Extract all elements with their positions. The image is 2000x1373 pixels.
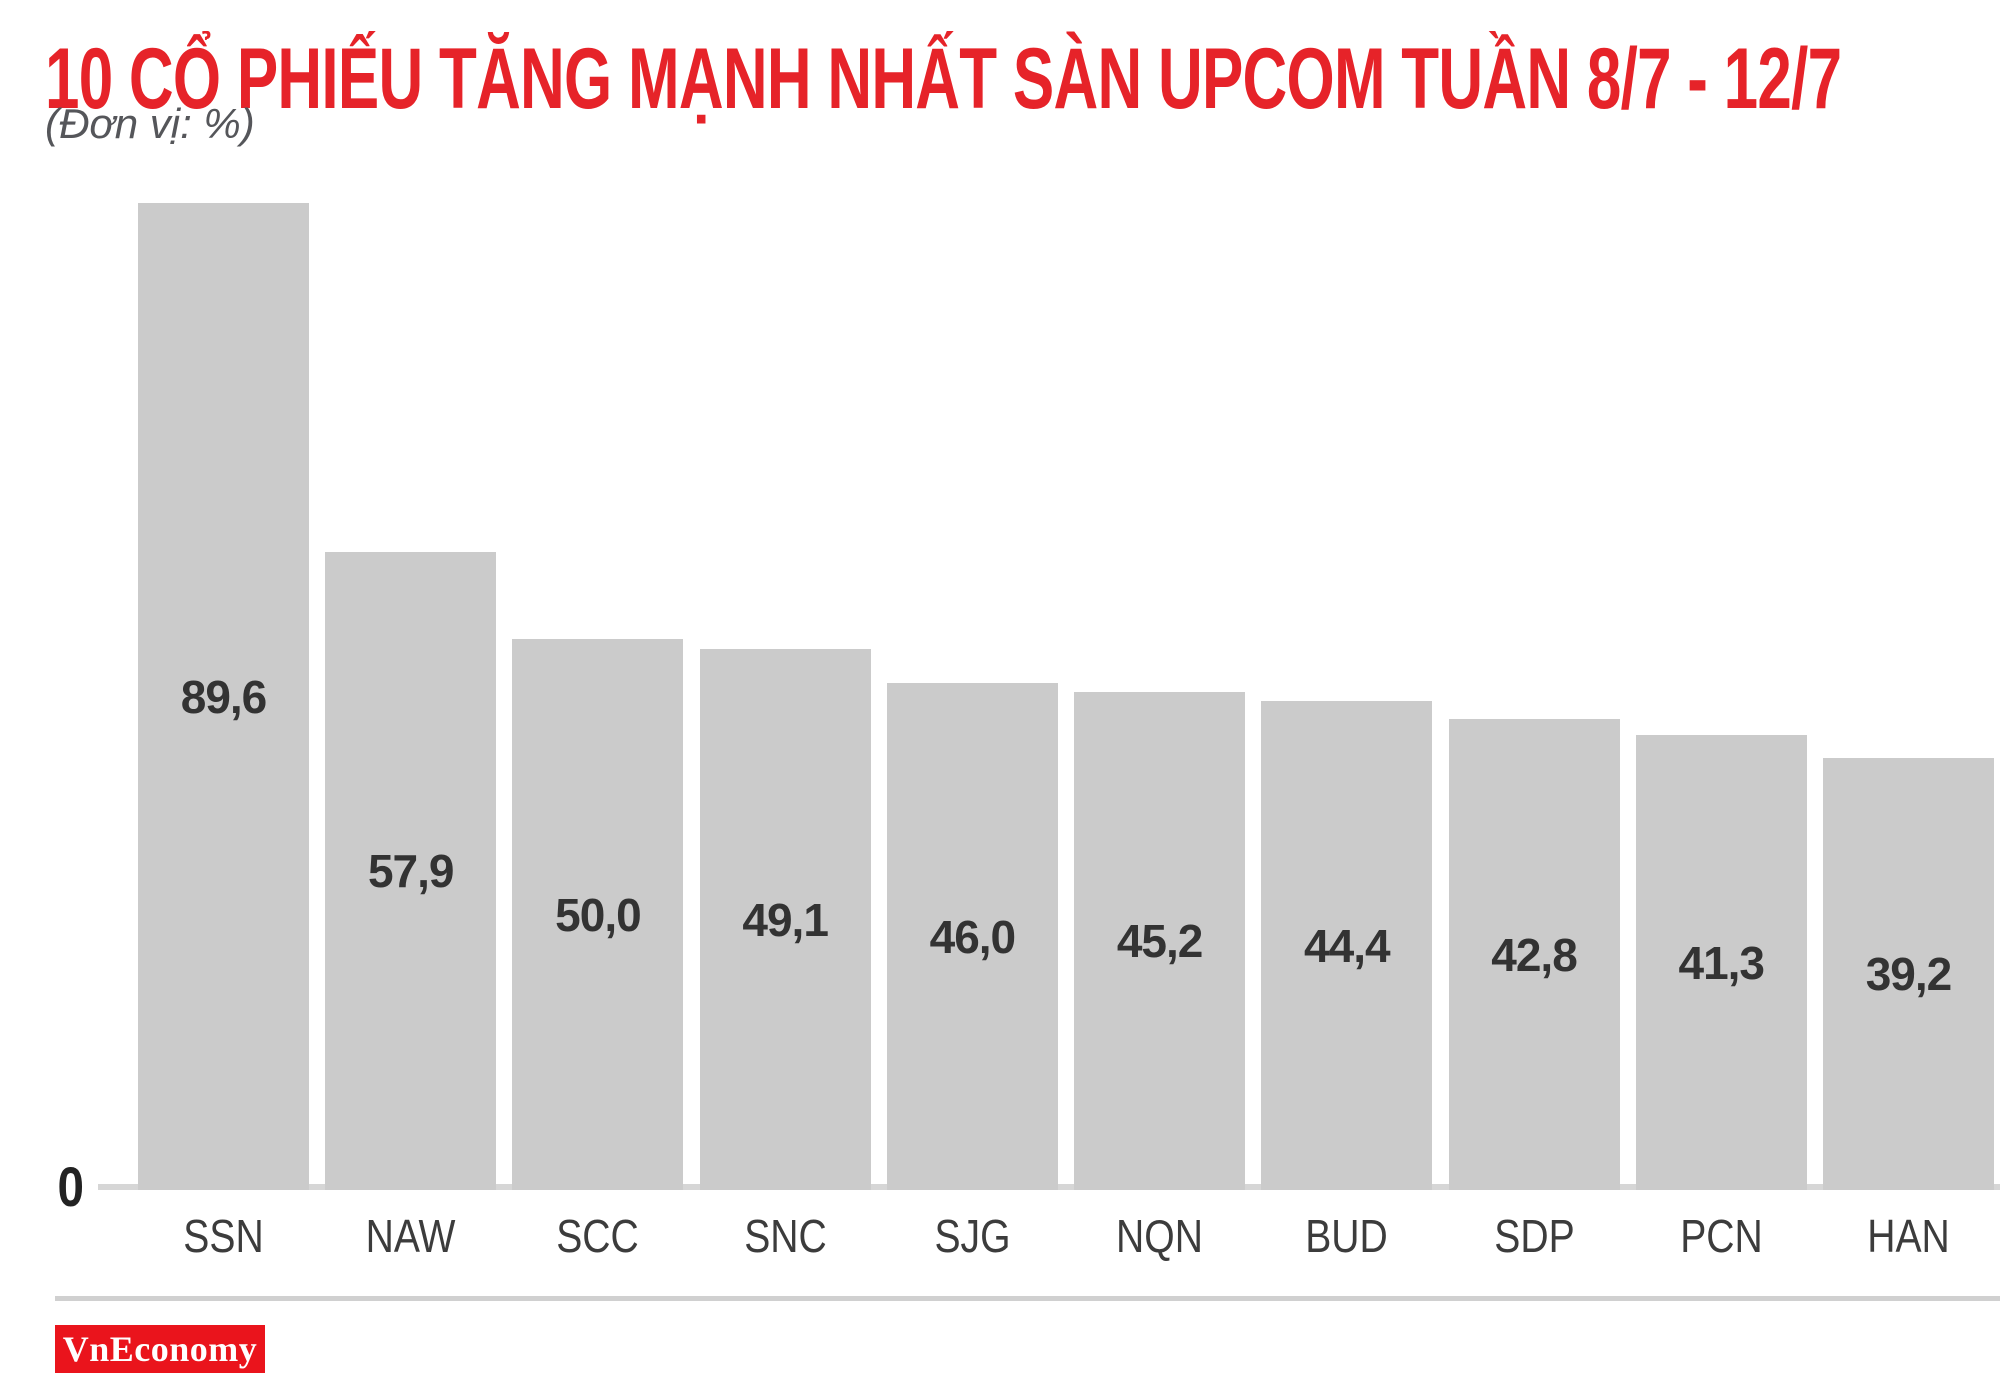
x-axis-label-bud: BUD — [1305, 1210, 1389, 1262]
x-axis-label-ssn: SSN — [183, 1210, 264, 1262]
x-axis-labels-row: SSN NAW SCC SNC SJG NQN BUD SDP PCN HAN — [138, 1212, 1994, 1260]
bar-sdp: 42,8 — [1448, 719, 1620, 1190]
x-axis-label-pcn: PCN — [1679, 1210, 1763, 1262]
vneconomy-logo: VnEconomy — [55, 1325, 265, 1373]
bar-naw: 57,9 — [325, 552, 497, 1190]
footer-divider-line — [55, 1296, 2000, 1301]
x-axis-label-sjg: SJG — [934, 1210, 1011, 1262]
bar-bud: 44,4 — [1261, 701, 1433, 1190]
chart-title: 10 CỔ PHIẾU TĂNG MẠNH NHẤT SÀN UPCOM TUẦ… — [45, 31, 1842, 127]
bar-nqn: 45,2 — [1074, 692, 1246, 1190]
bar-value-label-ssn: 89,6 — [180, 670, 268, 723]
bar-snc: 49,1 — [699, 649, 871, 1190]
bar-value-label-nqn: 45,2 — [1116, 915, 1204, 967]
x-axis-label-snc: SNC — [743, 1210, 827, 1262]
chart-unit-subtitle: (Đơn vị: %) — [45, 100, 255, 147]
bar-scc: 50,0 — [512, 639, 684, 1190]
bar-han: 39,2 — [1822, 758, 1994, 1190]
bar-value-label-sjg: 46,0 — [929, 910, 1017, 963]
x-axis-label-nqn: NQN — [1116, 1210, 1204, 1262]
bar-value-label-bud: 44,4 — [1304, 919, 1391, 972]
bar-value-label-pcn: 41,3 — [1678, 936, 1765, 989]
x-axis-label-scc: SCC — [556, 1210, 640, 1262]
x-axis-label-sdp: SDP — [1493, 1210, 1575, 1262]
bar-pcn: 41,3 — [1635, 735, 1807, 1190]
bars-container: 89,6 57,9 50,0 49,1 46,0 45,2 44,4 42,8 41,3 39,2 — [138, 190, 1994, 1190]
y-axis-zero-label: 0 — [57, 1155, 84, 1218]
vneconomy-logo-text: VnEconomy — [62, 1329, 258, 1369]
bar-value-label-scc: 50,0 — [555, 888, 642, 941]
bar-value-label-snc: 49,1 — [742, 893, 829, 946]
bar-value-label-han: 39,2 — [1865, 948, 1953, 1000]
x-axis-label-han: HAN — [1867, 1210, 1950, 1262]
bar-ssn: 89,6 — [138, 203, 309, 1190]
bar-value-label-naw: 57,9 — [367, 845, 455, 897]
bar-sjg: 46,0 — [886, 683, 1058, 1190]
bar-value-label-sdp: 42,8 — [1491, 928, 1578, 981]
x-axis-label-naw: NAW — [365, 1210, 456, 1262]
